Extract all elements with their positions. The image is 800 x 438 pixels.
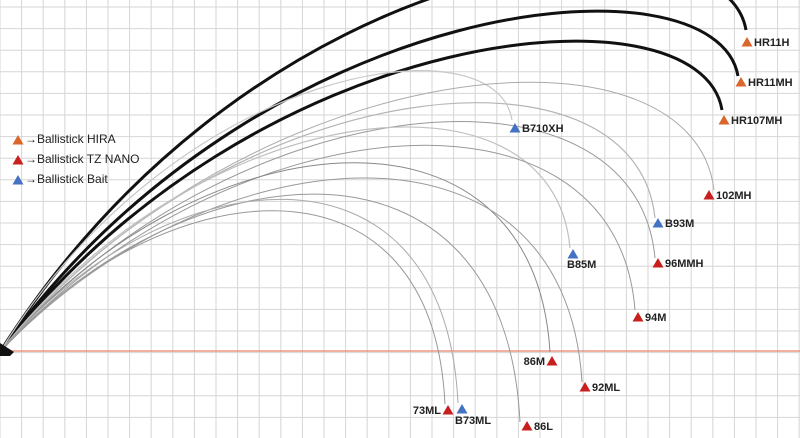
rod-label: HR107MH: [731, 115, 782, 127]
marker-triangle: [521, 421, 533, 431]
rod-curve: [0, 70, 513, 353]
marker-triangle: [579, 382, 591, 392]
rod-label: B93M: [665, 218, 694, 230]
rod-label: HR11MH: [748, 77, 793, 89]
rod-curve: [0, 9, 740, 353]
marker-triangle: [456, 404, 468, 414]
rod-label: 96MMH: [665, 258, 704, 270]
rod-label: HR11H: [754, 37, 790, 49]
rod-label: B85M: [567, 259, 596, 271]
marker-triangle: [632, 312, 644, 322]
marker-triangle: [703, 190, 715, 200]
legend-label: →Ballistick HIRA: [25, 132, 116, 146]
marker-triangle: [509, 123, 521, 133]
rod-label: B710XH: [522, 123, 564, 135]
rod-curve: [0, 39, 724, 353]
rod-label: 73ML: [413, 405, 441, 417]
curves: [0, 0, 748, 423]
marker-triangle: [652, 258, 664, 268]
rod-label: B73ML: [455, 415, 491, 427]
rod-curve: [0, 210, 446, 405]
rod-curve: [0, 126, 571, 353]
rod-curve: [0, 0, 748, 353]
rod-curve: [0, 162, 551, 353]
rod-label: 86M: [524, 356, 545, 368]
rod-label: 92ML: [592, 382, 620, 394]
rod-curve: [0, 102, 656, 353]
rod-curve: [0, 198, 459, 404]
rod-curve: [0, 177, 583, 383]
marker-triangle: [567, 249, 579, 259]
marker-triangle: [741, 37, 753, 47]
marker-triangle: [442, 405, 454, 415]
marker-triangle: [735, 77, 747, 87]
marker-triangle: [546, 356, 558, 366]
marker-triangle: [12, 155, 24, 165]
marker-triangle: [12, 175, 24, 185]
rod-butt: [0, 343, 14, 356]
marker-triangle: [652, 218, 664, 228]
labels: →Ballistick HIRA →Ballistick TZ NANO →Ball…: [12, 37, 793, 433]
rod-curve: [0, 81, 715, 353]
rod-label: 94M: [645, 312, 666, 324]
rod-label: 86L: [534, 421, 553, 433]
legend-label: →Ballistick Bait: [25, 172, 108, 186]
marker-triangle: [718, 115, 730, 125]
legend-label: →Ballistick TZ NANO: [25, 152, 139, 166]
marker-triangle: [12, 135, 24, 145]
rod-curve: [0, 193, 521, 423]
rod-label: 102MH: [716, 190, 752, 202]
